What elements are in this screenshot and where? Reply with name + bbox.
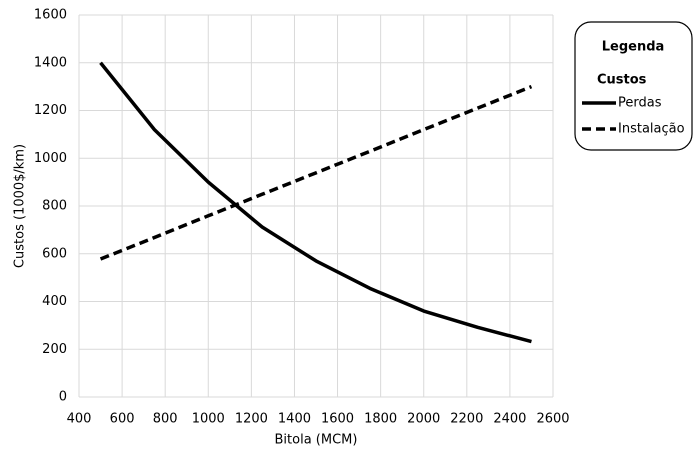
y-axis-label: Custos (1000$/km) [13, 144, 28, 268]
line-series [99, 61, 532, 344]
y-tick-label: 0 [59, 390, 67, 405]
y-tick-label: 1600 [34, 8, 67, 23]
y-tick-label: 1000 [34, 151, 67, 166]
x-tick-label: 2200 [450, 412, 483, 427]
x-tick-label: 1400 [278, 412, 311, 427]
legend-box [574, 21, 693, 151]
y-tick-label: 600 [42, 246, 67, 261]
y-tick-label: 800 [42, 199, 67, 214]
x-tick-label: 600 [110, 412, 135, 427]
x-tick-label: 2000 [407, 412, 440, 427]
x-tick-label: 400 [67, 412, 92, 427]
x-tick-label: 800 [153, 412, 178, 427]
x-tick-label: 2400 [493, 412, 526, 427]
x-tick-label: 1800 [364, 412, 397, 427]
y-tick-label: 1200 [34, 103, 67, 118]
legend-subtitle: Custos [597, 73, 647, 88]
x-tick-label: 1000 [192, 412, 225, 427]
legend-title: Legenda [602, 40, 665, 55]
y-tick-label: 1400 [34, 55, 67, 70]
legend-label: Instalação [618, 122, 685, 137]
x-tick-label: 1200 [235, 412, 268, 427]
x-axis-label: Bitola (MCM) [275, 433, 358, 448]
line-series [99, 84, 533, 261]
y-tick-label: 400 [42, 294, 67, 309]
legend-label: Perdas [618, 96, 662, 111]
y-tick-label: 200 [42, 342, 67, 357]
x-tick-label: 1600 [321, 412, 354, 427]
x-tick-label: 2600 [536, 412, 569, 427]
